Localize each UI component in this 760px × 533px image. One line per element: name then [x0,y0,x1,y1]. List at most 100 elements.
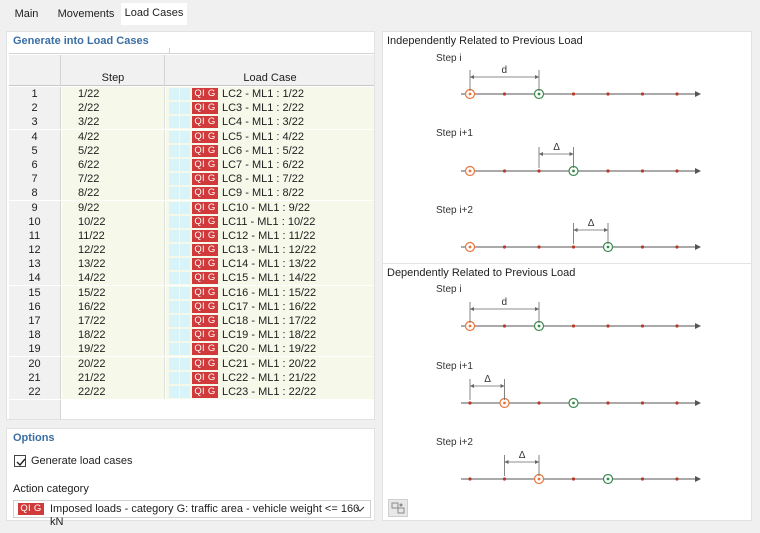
generate-load-cases-checkbox[interactable] [14,455,26,467]
generate-load-cases-label[interactable]: Generate load cases [31,455,133,467]
dimension-arrow [470,307,474,311]
table-row[interactable]: 3 3/22 QI G LC4 - ML1 : 3/22 [9,115,374,130]
step-cell[interactable]: 4/22 [62,129,165,144]
position-dot [468,401,472,405]
diagram-settings-button[interactable] [388,499,408,517]
step-cell[interactable]: 6/22 [62,157,165,172]
load-case-cell[interactable]: QI G LC23 - ML1 : 22/22 [166,384,374,399]
arrow-head [695,476,701,482]
load-case-name: LC10 - ML1 : 9/22 [222,201,311,214]
table-row[interactable]: 1 1/22 QI G LC2 - ML1 : 1/22 [9,87,374,101]
tab-load-cases[interactable]: Load Cases [121,3,187,25]
table-row[interactable]: 16 16/22 QI G LC17 - ML1 : 16/22 [9,299,374,314]
table-row[interactable]: 11 11/22 QI G LC12 - ML1 : 11/22 [9,228,374,243]
load-case-name: LC11 - ML1 : 10/22 [222,215,316,228]
load-case-cell[interactable]: QI G LC17 - ML1 : 16/22 [166,299,374,314]
tab-movements[interactable]: Movements [57,8,115,20]
load-marker-dot [572,401,575,405]
color-cell [180,130,190,143]
step-cell[interactable]: 13/22 [62,257,165,272]
table-row[interactable]: 6 6/22 QI G LC7 - ML1 : 6/22 [9,157,374,172]
header-step-label: Step [101,72,125,84]
step-cell[interactable]: 15/22 [62,285,165,300]
load-case-cell[interactable]: QI G LC13 - ML1 : 12/22 [166,243,374,258]
load-case-cell[interactable]: QI G LC9 - ML1 : 8/22 [166,186,374,201]
load-case-cell[interactable]: QI G LC11 - ML1 : 10/22 [166,214,374,229]
step-cell[interactable]: 5/22 [62,143,165,158]
action-badge: QI G [192,215,218,228]
table-row[interactable]: 10 10/22 QI G LC11 - ML1 : 10/22 [9,214,374,229]
table-row[interactable]: 9 9/22 QI G LC10 - ML1 : 9/22 [9,200,374,215]
step-cell[interactable]: 2/22 [62,101,165,116]
step-cell[interactable]: 21/22 [62,370,165,385]
load-case-cell[interactable]: QI G LC19 - ML1 : 18/22 [166,328,374,343]
action-badge: QI G [192,201,218,214]
load-case-cell[interactable]: QI G LC18 - ML1 : 17/22 [166,314,374,328]
load-case-name: LC20 - ML1 : 19/22 [222,343,317,356]
table-row[interactable]: 12 12/22 QI G LC13 - ML1 : 12/22 [9,243,374,258]
table-row[interactable]: 19 19/22 QI G LC20 - ML1 : 19/22 [9,342,374,357]
step-cell[interactable]: 10/22 [62,214,165,229]
row-number: 8 [9,186,61,201]
step-cell[interactable]: 16/22 [62,299,165,314]
step-cell[interactable]: 19/22 [62,342,165,357]
table-row[interactable]: 20 20/22 QI G LC21 - ML1 : 20/22 [9,356,374,371]
load-case-cell[interactable]: QI G LC2 - ML1 : 1/22 [166,87,374,101]
step-cell[interactable]: 8/22 [62,186,165,201]
load-case-cell[interactable]: QI G LC8 - ML1 : 7/22 [166,172,374,187]
load-case-cell[interactable]: QI G LC16 - ML1 : 15/22 [166,285,374,300]
load-case-cell[interactable]: QI G LC3 - ML1 : 2/22 [166,101,374,116]
arrow-head [695,323,701,329]
table-row[interactable]: 13 13/22 QI G LC14 - ML1 : 13/22 [9,257,374,272]
load-case-cell[interactable]: QI G LC12 - ML1 : 11/22 [166,228,374,243]
table-row[interactable]: 4 4/22 QI G LC5 - ML1 : 4/22 [9,129,374,144]
table-row[interactable]: 14 14/22 QI G LC15 - ML1 : 14/22 [9,271,374,286]
color-cell [180,102,190,115]
step-cell[interactable]: 22/22 [62,384,165,399]
step-cell[interactable]: 18/22 [62,328,165,343]
table-row[interactable]: 15 15/22 QI G LC16 - ML1 : 15/22 [9,285,374,300]
header-load-case[interactable]: Load Case [166,55,374,86]
load-case-name: LC18 - ML1 : 17/22 [222,315,317,327]
action-category-select[interactable]: QI G Imposed loads - category G: traffic… [13,500,371,528]
color-cell [180,201,190,214]
position-dot [640,92,645,96]
table-row[interactable]: 7 7/22 QI G LC8 - ML1 : 7/22 [9,172,374,187]
color-cell [169,272,179,285]
position-dot [640,169,645,173]
step-cell[interactable]: 20/22 [62,356,165,371]
load-case-cell[interactable]: QI G LC5 - ML1 : 4/22 [166,129,374,144]
color-cell [169,201,179,214]
dimension-arrow [573,228,578,232]
header-step[interactable]: Step [62,55,165,86]
table-row[interactable]: 21 21/22 QI G LC22 - ML1 : 21/22 [9,370,374,385]
table-row[interactable]: 22 22/22 QI G LC23 - ML1 : 22/22 [9,384,374,399]
load-case-cell[interactable]: QI G LC4 - ML1 : 3/22 [166,115,374,130]
action-badge: QI G [192,329,218,342]
tab-main[interactable]: Main [14,8,39,20]
table-row[interactable]: 8 8/22 QI G LC9 - ML1 : 8/22 [9,186,374,201]
step-cell[interactable]: 12/22 [62,243,165,258]
step-cell[interactable]: 7/22 [62,172,165,187]
load-case-cell[interactable]: QI G LC10 - ML1 : 9/22 [166,200,374,215]
table-row[interactable]: 18 18/22 QI G LC19 - ML1 : 18/22 [9,328,374,343]
step-cell[interactable]: 17/22 [62,314,165,328]
position-dot [606,92,610,96]
table-row[interactable]: 17 17/22 QI G LC18 - ML1 : 17/22 [9,314,374,328]
load-case-cell[interactable]: QI G LC15 - ML1 : 14/22 [166,271,374,286]
load-case-cell[interactable]: QI G LC6 - ML1 : 5/22 [166,143,374,158]
step-cell[interactable]: 9/22 [62,200,165,215]
action-category-value: Imposed loads - category G: traffic area… [50,503,360,528]
start-marker-dot [537,477,541,481]
load-case-cell[interactable]: QI G LC21 - ML1 : 20/22 [166,356,374,371]
table-row[interactable]: 5 5/22 QI G LC6 - ML1 : 5/22 [9,143,374,158]
step-cell[interactable]: 3/22 [62,115,165,130]
load-case-cell[interactable]: QI G LC14 - ML1 : 13/22 [166,257,374,272]
table-row[interactable]: 2 2/22 QI G LC3 - ML1 : 2/22 [9,101,374,116]
load-case-cell[interactable]: QI G LC20 - ML1 : 19/22 [166,342,374,357]
step-cell[interactable]: 14/22 [62,271,165,286]
load-case-cell[interactable]: QI G LC22 - ML1 : 21/22 [166,370,374,385]
load-case-cell[interactable]: QI G LC7 - ML1 : 6/22 [166,157,374,172]
step-cell[interactable]: 11/22 [62,228,165,243]
step-cell[interactable]: 1/22 [62,87,165,101]
